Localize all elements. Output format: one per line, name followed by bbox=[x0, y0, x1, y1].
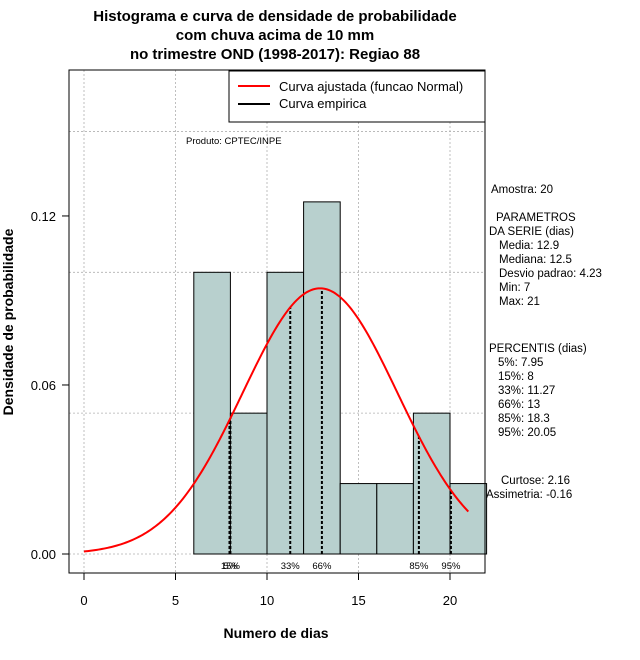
histogram-bar-3 bbox=[266, 271, 305, 555]
params-heading: PARAMETROS bbox=[496, 212, 576, 224]
percentile-95: 95%: 20.05 bbox=[498, 427, 556, 439]
percentile-85: 85%: 18.3 bbox=[498, 413, 550, 425]
x-tick-label-10: 10 bbox=[260, 593, 274, 608]
normal-fit-curve bbox=[83, 287, 470, 553]
sample-size: Amostra: 20 bbox=[491, 184, 553, 196]
x-axis-label: Numero de dias bbox=[223, 625, 328, 641]
title-line-3: no trimestre OND (1998-2017): Regiao 88 bbox=[130, 46, 420, 63]
stat-mean: Media: 12.9 bbox=[499, 240, 559, 252]
percentile-label-5: 95% bbox=[441, 561, 461, 572]
percentile-label-0: 15% bbox=[221, 561, 241, 572]
percentile-label-3: 66% bbox=[312, 561, 332, 572]
title-line-1: Histograma e curva de densidade de proba… bbox=[93, 8, 456, 25]
percentile-lines bbox=[228, 288, 452, 554]
histogram-bars bbox=[193, 201, 488, 555]
x-axis: 0 5 10 15 20 bbox=[80, 572, 457, 608]
chart-title: Histograma e curva de densidade de proba… bbox=[93, 8, 456, 63]
x-tick-label-20: 20 bbox=[443, 593, 457, 608]
y-tick-label-1: 0.06 bbox=[31, 378, 56, 393]
stat-min: Min: 7 bbox=[499, 282, 530, 294]
product-note: Produto: CPTEC/INPE bbox=[186, 136, 282, 147]
stat-max: Max: 21 bbox=[499, 296, 540, 308]
x-tick-label-0: 0 bbox=[80, 593, 87, 608]
params-subheading: DA SERIE (dias) bbox=[489, 226, 574, 238]
histogram-bar-1 bbox=[193, 271, 231, 555]
percentile-15: 15%: 8 bbox=[498, 371, 534, 383]
x-tick-label-15: 15 bbox=[351, 593, 365, 608]
histogram-bar-2 bbox=[229, 412, 268, 555]
legend-label-normal: Curva ajustada (funcao Normal) bbox=[279, 79, 463, 94]
percentile-66: 66%: 13 bbox=[498, 399, 540, 411]
y-axis: 0.00 0.06 0.12 bbox=[31, 209, 69, 562]
histogram-bar-8 bbox=[449, 483, 488, 555]
y-tick-label-2: 0.12 bbox=[31, 209, 56, 224]
stat-median: Mediana: 12.5 bbox=[499, 254, 572, 266]
percentile-5: 5%: 7.95 bbox=[498, 357, 543, 369]
skewness: Assimetria: -0.16 bbox=[486, 489, 572, 501]
legend: Curva ajustada (funcao Normal) Curva emp… bbox=[228, 70, 486, 123]
percentile-labels: 15%5% 33% 66% 85% 95% bbox=[221, 561, 461, 572]
y-axis-label: Densidade de probabilidade bbox=[0, 228, 16, 415]
statistics-panel: Amostra: 20 PARAMETROS DA SERIE (dias) M… bbox=[486, 184, 602, 501]
kurtosis: Curtose: 2.16 bbox=[501, 475, 570, 487]
percentiles-heading: PERCENTIS (dias) bbox=[489, 343, 587, 355]
y-tick-label-0: 0.00 bbox=[31, 547, 56, 562]
histogram-bar-5 bbox=[339, 483, 378, 555]
legend-box bbox=[228, 70, 486, 123]
percentile-label-2: 33% bbox=[281, 561, 301, 572]
title-line-2: com chuva acima de 10 mm bbox=[176, 27, 374, 44]
percentile-label-1: 5% bbox=[224, 561, 238, 572]
histogram-bar-6 bbox=[376, 483, 414, 555]
percentile-33: 33%: 11.27 bbox=[498, 385, 555, 397]
legend-label-empirical: Curva empirica bbox=[279, 96, 367, 111]
stat-sd: Desvio padrao: 4.23 bbox=[499, 268, 602, 280]
percentile-label-4: 85% bbox=[409, 561, 429, 572]
x-tick-label-5: 5 bbox=[172, 593, 179, 608]
